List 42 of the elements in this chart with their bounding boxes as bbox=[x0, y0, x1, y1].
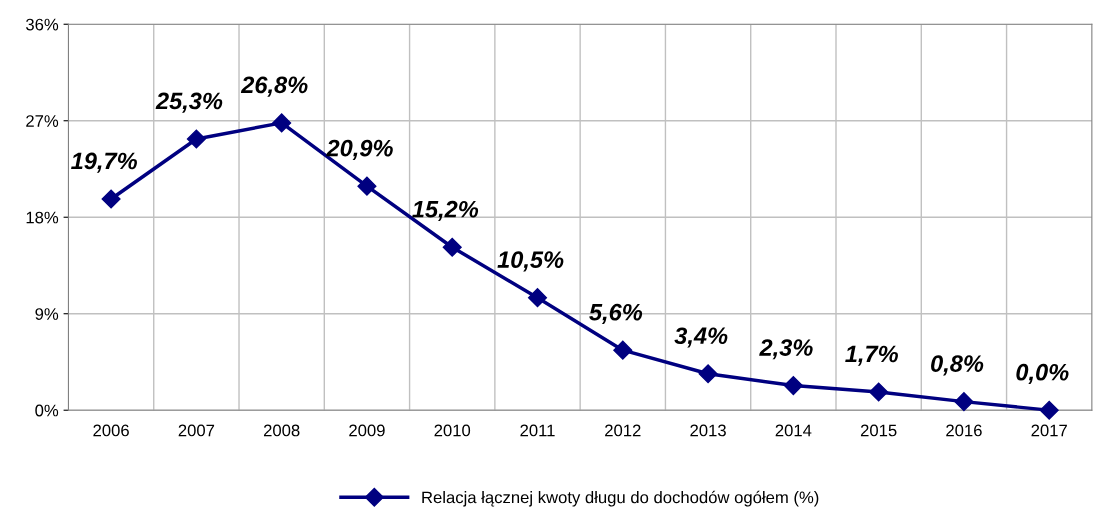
data-label: 3,4% bbox=[674, 327, 728, 348]
x-tick-label: 2011 bbox=[520, 424, 555, 437]
data-label: 0,8% bbox=[931, 355, 984, 376]
x-tick-label: 2014 bbox=[775, 424, 812, 437]
point bbox=[954, 392, 974, 412]
data-label: 25,3% bbox=[155, 92, 223, 113]
point bbox=[698, 364, 718, 384]
x-tick-label: 2009 bbox=[349, 424, 385, 437]
data-label: 20,9% bbox=[326, 139, 393, 160]
x-tick-label: 2013 bbox=[690, 424, 726, 437]
x-tick-label: 2008 bbox=[263, 424, 300, 437]
y-tick-label: 18% bbox=[26, 211, 59, 224]
data-label: 10,5% bbox=[497, 251, 564, 272]
point bbox=[1039, 400, 1059, 420]
point bbox=[272, 113, 292, 133]
point bbox=[442, 237, 462, 257]
point bbox=[527, 288, 548, 308]
x-tick-label: 2010 bbox=[434, 424, 471, 437]
data-label: 19,7% bbox=[71, 152, 137, 173]
point bbox=[101, 189, 121, 209]
x-tick-label: 2007 bbox=[178, 424, 215, 437]
data-label: 1,7% bbox=[845, 345, 898, 366]
x-tick-label: 2006 bbox=[93, 424, 129, 437]
x-tick-label: 2012 bbox=[605, 424, 641, 437]
point bbox=[357, 176, 377, 196]
data-label: 26,8% bbox=[240, 76, 308, 97]
x-tick-label: 2015 bbox=[860, 424, 897, 437]
data-label: 2,3% bbox=[759, 339, 813, 360]
y-tick-label: 0% bbox=[35, 404, 59, 417]
data-label: 15,2% bbox=[412, 200, 479, 222]
point bbox=[869, 382, 889, 402]
point bbox=[783, 376, 803, 396]
data-label: 5,6% bbox=[589, 303, 643, 324]
y-tick-label: 27% bbox=[26, 115, 59, 127]
y-tick-label: 9% bbox=[35, 308, 59, 320]
legend-label: Relacja łącznej kwoty długu do dochodów ogółem (%) bbox=[422, 490, 819, 507]
x-tick-label: 2017 bbox=[1031, 424, 1067, 437]
point bbox=[186, 129, 206, 149]
x-tick-label: 2016 bbox=[946, 424, 982, 437]
point bbox=[613, 340, 633, 360]
y-tick-label: 36% bbox=[26, 18, 59, 31]
data-label: 0,0% bbox=[1016, 363, 1069, 384]
